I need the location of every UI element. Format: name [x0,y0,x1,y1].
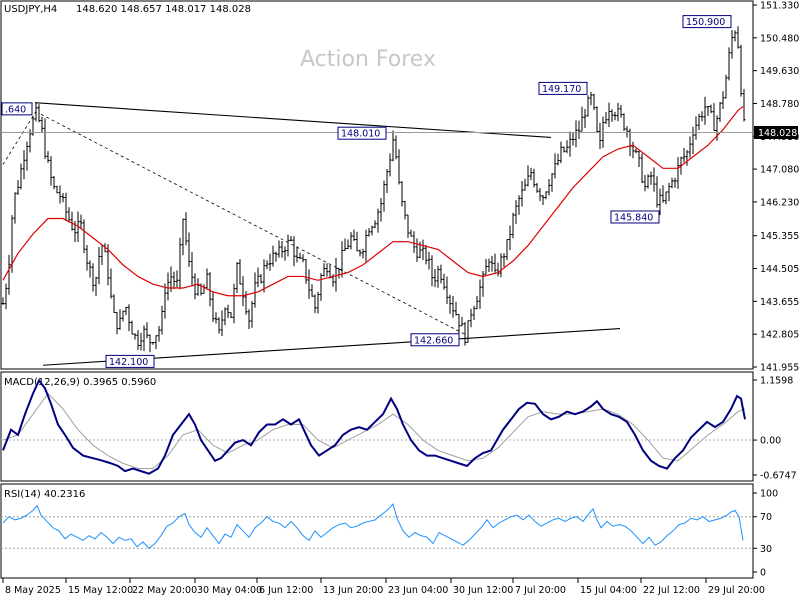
price-label-box [337,126,387,140]
price-axis-tick-label: 145.355 [760,231,799,242]
macd-panel-frame [0,371,754,482]
price-label-box [610,210,660,224]
price-axis-tick-label: 151.330 [760,1,799,12]
current-price-label: 148.028 [758,128,797,139]
price-label: 148.010 [341,129,380,140]
price-annotations: .640 148.010 149.170 150.900 145.840 142.660 1… [1,15,732,368]
trendline [34,102,552,138]
price-label-box [105,354,155,368]
rsi-axis-tick-label: 100 [760,489,778,500]
price-axis-tick-label: 150.480 [760,33,799,44]
price-axis-tick-label: 146.230 [760,197,799,208]
price-label: 149.170 [542,84,581,95]
price-axis-tick-label: 144.505 [760,264,799,275]
current-price-badge [754,126,798,140]
price-label: 145.840 [614,212,653,223]
price-label-box [410,333,460,347]
macd-line [2,378,746,475]
time-axis-tick-label: 7 Jul 20:00 [515,585,566,596]
symbol-label: USDJPY,H4 [4,4,57,15]
price-axis: 151.330150.480149.630148.780147.930147.0… [753,1,799,374]
rsi-axis: 100 70 30 0 [753,489,778,579]
macd-axis-tick-label: -0.6747 [760,471,797,482]
price-axis-tick-label: 147.080 [760,165,799,176]
macd-axis-tick-label: 1.1598 [760,376,793,387]
macd-axis-tick-label: 0.00 [760,436,781,447]
price-axis-tick-label: 148.780 [760,99,799,110]
price-label: 142.100 [109,357,148,368]
rsi-axis-tick-label: 30 [760,544,772,555]
time-axis-tick-label: 15 Jul 04:00 [580,585,637,596]
signal-line [2,392,746,470]
macd-axis: 1.1598 0.00 -0.6747 [753,376,797,482]
price-axis-tick-label: 142.805 [760,330,799,341]
rsi-panel[interactable]: RSI(14) 40.2316 100 70 30 0 [0,483,778,579]
price-label-box [682,15,732,29]
time-axis-tick-label: 8 May 2025 [5,585,61,596]
price-panel-frame [0,0,754,370]
rsi-panel-frame [0,483,754,579]
moving-average [2,106,744,297]
price-label-box [1,102,33,116]
rsi-title: RSI(14) 40.2316 [4,489,85,500]
ohlc-readout: 148.620 148.657 148.017 148.028 [76,4,251,15]
rsi-axis-tick-label: 70 [760,512,772,523]
watermark: Action Forex [300,47,436,72]
macd-panel[interactable]: MACD(12,26,9) 0.3965 0.5960 1.1598 0.00 -0… [0,371,797,482]
price-label: .640 [5,104,26,115]
time-axis-tick-label: 13 Jun 20:00 [323,585,383,596]
moving-average-line [2,106,744,297]
rsi-line [2,503,744,549]
macd-lines [1,378,753,475]
time-axis-tick-label: 22 Jul 12:00 [643,585,700,596]
price-axis-tick-label: 143.655 [760,297,799,308]
price-label-box [538,81,588,95]
price-label: 150.900 [686,17,725,28]
macd-title: MACD(12,26,9) 0.3965 0.5960 [4,377,156,388]
price-axis-tick-label: 141.955 [760,363,799,374]
time-axis-tick-label: 15 May 12:00 [68,585,133,596]
price-panel[interactable]: Action Forex USDJPY,H4 148.620 148.657 1… [0,0,799,374]
time-axis-tick-label: 6 Jun 12:00 [259,585,313,596]
dashed-trendline [40,113,466,335]
time-axis-tick-label: 29 Jul 20:00 [708,585,765,596]
time-axis-tick-label: 22 May 20:00 [132,585,197,596]
price-bars [1,26,746,353]
price-label: 142.660 [414,335,453,346]
time-axis-tick-label: 30 May 04:00 [197,585,262,596]
time-axis-tick-label: 30 Jun 12:00 [453,585,513,596]
rsi-lines [1,503,753,549]
rsi-axis-tick-label: 0 [760,568,766,579]
time-axis-tick-label: 23 Jun 04:00 [388,585,448,596]
price-axis-tick-label: 149.630 [760,66,799,77]
